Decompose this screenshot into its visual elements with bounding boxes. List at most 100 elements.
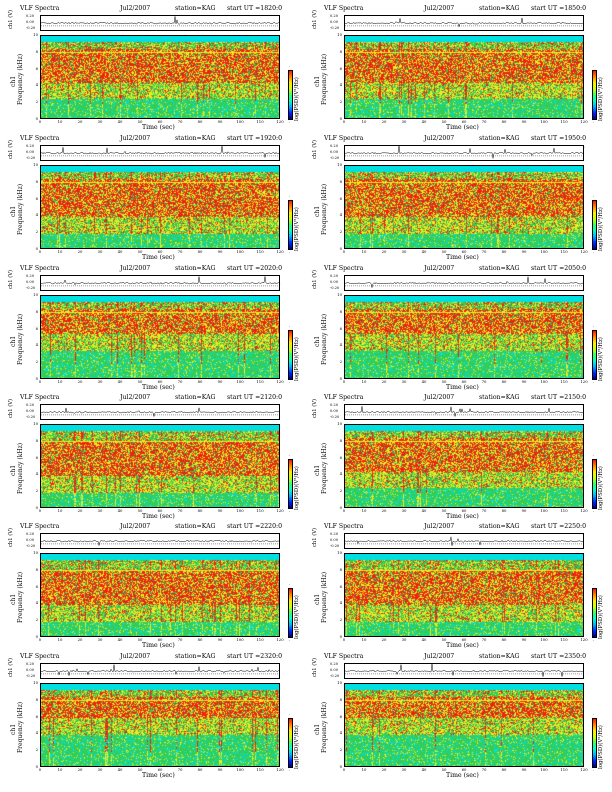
waveform-y-label: ch1 (V): [8, 10, 14, 29]
time-tick: 30: [97, 508, 103, 513]
time-tick: 20: [77, 119, 83, 124]
time-tick: 50: [137, 508, 143, 513]
waveform-plot: [344, 275, 585, 291]
time-tick: 70: [481, 119, 487, 124]
spectrogram-panel: VLF Spectra Jul2/2007 station=KAG start UT …: [2, 393, 302, 520]
colorbar-tick-bottom: -: [593, 381, 595, 385]
spectrogram-panel: VLF Spectra Jul2/2007 station=KAG start UT …: [306, 4, 606, 131]
time-tick: 0: [38, 119, 42, 124]
frequency-axis-label: Frequency (kHz): [321, 701, 328, 753]
colorbar-tick-top: -: [289, 195, 291, 199]
waveform-y-label: ch1 (V): [8, 270, 14, 289]
waveform-line: [345, 146, 585, 159]
time-tick: 110: [256, 249, 264, 254]
time-tick: 30: [401, 379, 407, 384]
colorbar-label: log(PSD)(V²/Hz): [598, 466, 604, 510]
waveform-plot: [40, 533, 281, 549]
panel-date: Jul2/2007: [120, 394, 151, 401]
time-tick: 70: [177, 249, 183, 254]
time-tick: 110: [256, 119, 264, 124]
time-tick: 60: [461, 508, 467, 513]
panel-date: Jul2/2007: [424, 653, 455, 660]
frequency-tick: 6: [35, 454, 38, 460]
time-tick: 10: [57, 637, 63, 642]
frequency-tick: 2: [35, 488, 38, 494]
frequency-tick: 2: [339, 359, 342, 365]
colorbar-tick-top: -: [593, 583, 595, 587]
frequency-tick: 0: [35, 116, 38, 121]
time-tick: 10: [361, 119, 367, 124]
frequency-tick: 8: [339, 48, 342, 54]
waveform-y-tick: 0.20: [330, 403, 339, 407]
frequency-tick: 4: [35, 600, 38, 606]
time-tick: 100: [236, 119, 244, 124]
frequency-axis-label: Frequency (kHz): [17, 442, 24, 494]
time-tick: 10: [57, 767, 63, 772]
waveform-y-tick: -0.20: [26, 26, 36, 30]
panel-date: Jul2/2007: [424, 265, 455, 272]
time-tick: 10: [361, 249, 367, 254]
colorbar-tick-bottom: -: [289, 639, 291, 643]
frequency-axis-label: Frequency (kHz): [321, 442, 328, 494]
time-axis-label: Time (sec): [446, 513, 479, 520]
time-tick: 30: [97, 249, 103, 254]
frequency-axis-label-line1: ch1: [314, 593, 321, 605]
frequency-tick: 10: [337, 292, 342, 297]
time-tick: 110: [560, 637, 568, 642]
frequency-tick: 10: [33, 292, 38, 297]
time-tick: 20: [381, 767, 387, 772]
time-tick: 30: [401, 119, 407, 124]
waveform-y-tick: 0.00: [330, 538, 339, 542]
time-tick: 90: [217, 637, 223, 642]
spectrogram-panel: VLF Spectra Jul2/2007 station=KAG start UT …: [306, 264, 606, 391]
panel-title: VLF Spectra: [324, 265, 364, 272]
time-tick: 90: [217, 508, 223, 513]
frequency-tick: 6: [339, 583, 342, 589]
panel-station: station=KAG: [175, 5, 216, 12]
time-tick: 50: [137, 637, 143, 642]
frequency-tick: 8: [35, 308, 38, 314]
frequency-tick: 6: [35, 583, 38, 589]
frequency-tick: 0: [339, 764, 342, 769]
time-tick: 90: [521, 767, 527, 772]
waveform-y-tick: 0.20: [330, 144, 339, 148]
waveform-y-label: ch1 (V): [312, 270, 318, 289]
waveform-line: [345, 17, 585, 28]
time-tick: 100: [540, 249, 548, 254]
time-tick: 50: [441, 637, 447, 642]
time-axis-label: Time (sec): [446, 254, 479, 261]
waveform-y-tick: 0.20: [330, 532, 339, 536]
time-tick: 40: [117, 249, 123, 254]
waveform-trace: [41, 276, 281, 287]
time-tick: 50: [137, 119, 143, 124]
frequency-tick: 8: [35, 696, 38, 702]
panel-start-time: start UT =1820:0: [227, 5, 283, 12]
frequency-tick: 4: [339, 600, 342, 606]
frequency-tick: 6: [339, 713, 342, 719]
time-tick: 80: [501, 508, 507, 513]
colorbar-tick-top: -: [593, 65, 595, 69]
time-tick: 40: [421, 767, 427, 772]
frequency-tick: 0: [35, 505, 38, 510]
time-tick: 90: [521, 119, 527, 124]
waveform-y-tick: -0.20: [330, 544, 340, 548]
time-tick: 20: [77, 379, 83, 384]
waveform-trace: [41, 539, 281, 547]
colorbar-tick-bottom: -: [593, 121, 595, 125]
colorbar: [288, 330, 293, 380]
colorbar-tick-top: -: [593, 713, 595, 717]
time-tick: 110: [256, 379, 264, 384]
panel-title: VLF Spectra: [324, 653, 364, 660]
frequency-tick: 10: [337, 680, 342, 685]
frequency-tick: 4: [35, 212, 38, 218]
time-tick: 30: [401, 508, 407, 513]
waveform-line: [345, 406, 585, 417]
waveform-trace: [345, 146, 585, 159]
frequency-tick: 4: [35, 82, 38, 88]
frequency-axis-label-line1: ch1: [314, 75, 321, 87]
frequency-tick: 6: [339, 195, 342, 201]
frequency-axis-label: Frequency (kHz): [17, 313, 24, 365]
frequency-tick: 2: [339, 617, 342, 623]
colorbar-tick-top: -: [289, 325, 291, 329]
waveform-plot: [40, 275, 281, 291]
